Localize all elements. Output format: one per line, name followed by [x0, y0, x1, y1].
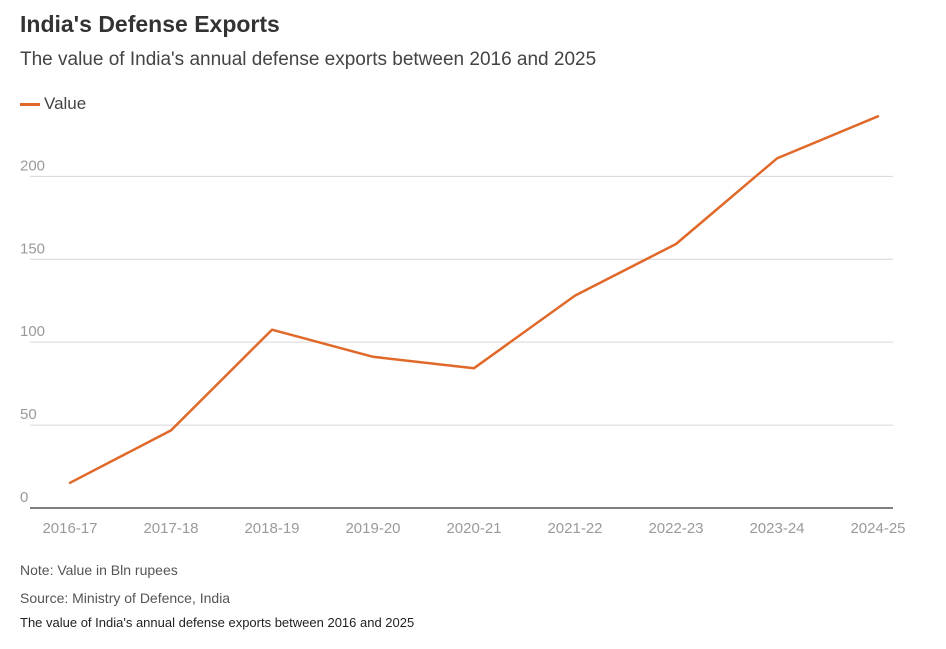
caption-text: The value of India's annual defense expo… [20, 615, 415, 630]
y-axis-tick-labels: 0 50 100 150 200 [20, 157, 45, 506]
y-tick-label: 50 [20, 406, 37, 423]
grid-lines [30, 175, 893, 509]
x-tick-label: 2024-25 [850, 520, 905, 537]
chart-subtitle: The value of India's annual defense expo… [20, 49, 597, 70]
x-tick-label: 2018-19 [244, 520, 299, 537]
legend-label-value: Value [44, 94, 87, 113]
x-tick-label: 2023-24 [749, 520, 804, 537]
source-text: Source: Ministry of Defence, India [20, 590, 231, 606]
y-tick-label: 100 [20, 323, 45, 340]
x-tick-label: 2019-20 [345, 520, 400, 537]
note-text: Note: Value in Bln rupees [20, 562, 178, 578]
legend-swatch-value [20, 102, 40, 106]
x-tick-label: 2022-23 [648, 520, 703, 537]
legend: Value [20, 94, 86, 114]
series-lines [68, 115, 880, 485]
y-tick-label: 0 [20, 489, 28, 506]
x-tick-label: 2016-17 [42, 520, 97, 537]
x-tick-label: 2020-21 [446, 520, 501, 537]
series-line-value [68, 115, 880, 485]
x-axis-tick-labels: 2016-17 2017-18 2018-19 2019-20 2020-21 2021-… [42, 520, 905, 537]
y-tick-label: 200 [20, 157, 45, 174]
y-tick-label: 150 [20, 240, 45, 257]
x-tick-label: 2017-18 [143, 520, 198, 537]
chart-title: India's Defense Exports [20, 11, 280, 37]
x-tick-label: 2021-22 [547, 520, 602, 537]
